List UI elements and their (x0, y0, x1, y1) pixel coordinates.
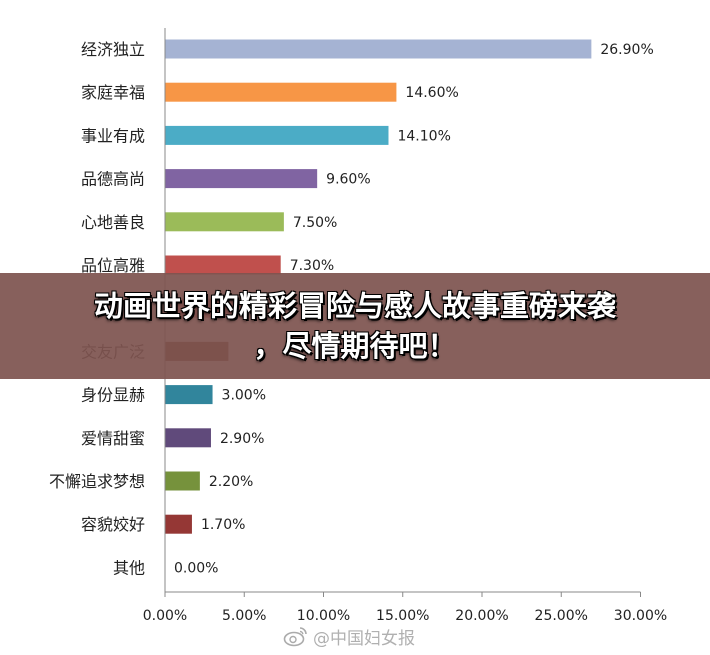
x-tick-label: 5.00% (222, 608, 266, 624)
value-label: 14.10% (397, 128, 450, 144)
bar (165, 125, 389, 145)
x-tick-label: 15.00% (376, 608, 429, 624)
bar (165, 82, 397, 102)
x-tick-label: 10.00% (297, 608, 350, 624)
x-tick-label: 25.00% (535, 608, 588, 624)
category-label: 事业有成 (81, 126, 145, 145)
headline-line-1: 动画世界的精彩冒险与感人故事重磅来袭 (93, 289, 616, 323)
bar (165, 39, 592, 59)
category-label: 身份显赫 (81, 386, 145, 405)
value-label: 1.70% (201, 517, 245, 533)
value-label: 2.90% (220, 431, 264, 447)
bar (165, 514, 192, 534)
watermark-text: @中国妇女报 (313, 628, 415, 649)
weibo-icon (283, 627, 307, 647)
category-label: 品德高尚 (81, 170, 145, 189)
value-label: 3.00% (222, 388, 266, 404)
x-tick-label: 30.00% (614, 608, 667, 624)
bar (165, 428, 211, 448)
watermark: @中国妇女报 (283, 624, 415, 649)
category-label: 家庭幸福 (81, 83, 145, 102)
category-label: 不懈追求梦想 (49, 472, 145, 491)
bar (165, 255, 281, 275)
category-label: 爱情甜蜜 (81, 429, 145, 448)
value-label: 26.90% (600, 42, 653, 58)
bar (165, 471, 200, 491)
bar (165, 385, 213, 405)
x-tick-label: 0.00% (143, 608, 187, 624)
category-label: 经济独立 (81, 40, 145, 59)
bar (165, 212, 284, 232)
category-label: 其他 (113, 558, 145, 577)
value-label: 14.60% (405, 85, 458, 101)
value-label: 0.00% (174, 560, 218, 576)
value-label: 9.60% (326, 172, 370, 188)
category-label: 心地善良 (81, 213, 145, 232)
headline-line-2: ，尽情期待吧！ (253, 329, 457, 363)
value-label: 2.20% (209, 474, 253, 490)
bars-group: 经济独立 26.90% 家庭幸福 14.60% 事业有成 14.10% 品德高尚 9.60% 心… (49, 39, 654, 577)
value-label: 7.50% (293, 215, 337, 231)
value-label: 7.30% (290, 258, 334, 274)
headline-banner: 动画世界的精彩冒险与感人故事重磅来袭 ，尽情期待吧！ (0, 273, 710, 379)
category-label: 容貌姣好 (81, 515, 145, 534)
x-tick-label: 20.00% (455, 608, 508, 624)
category-label: 品位高雅 (81, 256, 145, 275)
bar (165, 169, 318, 189)
